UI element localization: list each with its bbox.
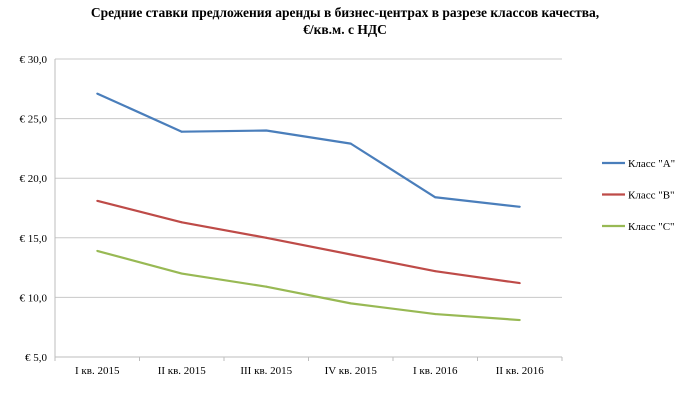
data-point: [96, 249, 99, 252]
series-line-0: [96, 92, 520, 208]
legend-label: Класс "C": [628, 221, 675, 233]
data-point: [518, 205, 521, 208]
legend-label: Класс "B": [628, 190, 675, 202]
data-point: [518, 282, 521, 285]
data-point: [265, 285, 268, 288]
x-tick-label: I кв. 2015: [75, 365, 120, 377]
data-point: [180, 221, 183, 224]
y-tick-label: € 20,0: [20, 173, 48, 185]
data-point: [180, 130, 183, 133]
series-line-2: [96, 249, 520, 322]
data-point: [434, 270, 437, 273]
y-tick-label: € 5,0: [25, 352, 48, 364]
data-point: [265, 129, 268, 132]
y-tick-label: € 15,0: [20, 233, 48, 245]
data-point: [349, 142, 352, 145]
data-point: [518, 319, 521, 322]
series-line-1: [96, 199, 520, 285]
x-tick-label: III кв. 2015: [240, 365, 292, 377]
data-point: [96, 92, 99, 95]
y-tick-label: € 30,0: [20, 54, 48, 66]
data-point: [434, 313, 437, 316]
y-tick-label: € 25,0: [20, 114, 48, 126]
x-tick-label: II кв. 2016: [496, 365, 545, 377]
data-point: [180, 272, 183, 275]
data-point: [265, 236, 268, 239]
chart-title-line-1: Средние ставки предложения аренды в бизн…: [91, 5, 599, 20]
data-point: [434, 196, 437, 199]
y-tick-label: € 10,0: [20, 292, 48, 304]
data-point: [349, 253, 352, 256]
x-tick-label: I кв. 2016: [413, 365, 458, 377]
x-tick-label: IV кв. 2015: [325, 365, 378, 377]
chart-title-line-2: €/кв.м. с НДС: [303, 22, 387, 37]
data-point: [349, 302, 352, 305]
x-tick-label: II кв. 2015: [158, 365, 207, 377]
legend-label: Класс "A": [628, 158, 675, 170]
data-point: [96, 199, 99, 202]
